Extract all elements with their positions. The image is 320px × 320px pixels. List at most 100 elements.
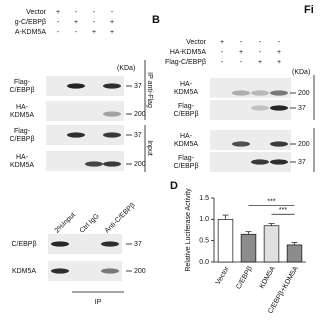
condition-sign: -	[221, 49, 224, 56]
blot-label: KDM5A	[174, 89, 198, 96]
bar	[240, 233, 257, 263]
band	[101, 268, 119, 274]
lane-label: Anti-C/EBPβ	[104, 202, 137, 235]
blot-label: HA-	[180, 81, 193, 88]
blot-label: HA-	[16, 154, 29, 161]
condition-label: Vector	[26, 9, 47, 16]
band	[51, 268, 69, 274]
blot-strip	[210, 100, 291, 120]
bar	[263, 225, 280, 263]
blot-label: C/EBPβ	[173, 163, 198, 170]
condition-sign: +	[277, 49, 281, 56]
band	[270, 105, 288, 111]
condition-label: g-C/EBPβ	[15, 19, 46, 26]
y-tick-label: 0.5	[199, 238, 209, 245]
figure-label: Fi	[304, 4, 314, 16]
blot-label: Flag-	[178, 103, 195, 110]
band	[103, 161, 121, 167]
blot-label: C/EBPβ	[9, 136, 34, 143]
marker-label: 200	[298, 141, 310, 148]
condition-sign: -	[75, 9, 78, 16]
lane-label: 2%Input	[54, 212, 77, 235]
condition-label: Vector	[186, 39, 207, 46]
condition-sign: +	[110, 29, 114, 36]
blot-strip	[210, 152, 291, 172]
significance-label: ***	[267, 199, 275, 206]
bar	[286, 244, 303, 263]
marker-label: 200	[298, 90, 310, 97]
condition-sign: -	[93, 9, 96, 16]
band	[232, 90, 250, 96]
blot-label: KDM5A	[174, 141, 198, 148]
condition-label: Flag-C/EBPβ	[165, 59, 206, 66]
condition-sign: -	[221, 59, 224, 66]
band	[67, 132, 85, 138]
marker-label: 37	[298, 159, 306, 166]
band	[251, 90, 269, 96]
blot-label: KDM5A	[10, 162, 34, 169]
blot-label: KDM5A	[10, 112, 34, 119]
y-tick-label: 0.0	[199, 259, 209, 266]
blot-label: C/EBPβ	[9, 87, 34, 94]
condition-sign: +	[220, 39, 224, 46]
group-label: IP	[95, 299, 102, 306]
panel-label: D	[170, 180, 178, 192]
condition-sign: -	[259, 39, 262, 46]
condition-sign: -	[111, 9, 114, 16]
blot-strip	[48, 261, 122, 281]
blot-label: HA-	[16, 104, 29, 111]
marker-label: 200	[134, 161, 146, 168]
condition-sign: -	[278, 39, 281, 46]
x-tick-label: KDM5A	[259, 265, 277, 290]
band	[251, 105, 269, 111]
marker-label: 37	[134, 241, 142, 248]
group-label: IP anti-Flag	[146, 72, 153, 108]
band	[103, 111, 121, 117]
group-label: Input	[146, 140, 153, 156]
marker-label: 200	[134, 268, 146, 275]
condition-sign: +	[277, 59, 281, 66]
y-axis-title: Relative Luciferase Activity	[185, 188, 192, 272]
condition-sign: +	[239, 49, 243, 56]
blot-label: Flag-	[178, 155, 195, 162]
condition-sign: -	[93, 19, 96, 26]
condition-sign: -	[57, 29, 60, 36]
band	[270, 159, 288, 165]
condition-sign: -	[240, 59, 243, 66]
band	[51, 241, 69, 247]
blot-label: KDM5A	[12, 268, 36, 275]
band	[67, 83, 85, 89]
lane-label: Ctrl IgG	[79, 213, 101, 235]
x-tick-label: Vector	[215, 265, 231, 286]
band	[270, 141, 288, 147]
band	[270, 90, 288, 96]
band	[251, 159, 269, 165]
condition-sign: +	[110, 19, 114, 26]
condition-label: HA-KDM5A	[170, 49, 207, 56]
condition-sign: -	[75, 29, 78, 36]
condition-sign: -	[240, 39, 243, 46]
blot-strip	[46, 151, 124, 171]
condition-sign: +	[74, 19, 78, 26]
condition-label: A-KDM5A	[15, 29, 46, 36]
bar	[217, 218, 234, 263]
condition-sign: +	[258, 59, 262, 66]
condition-sign: +	[56, 9, 60, 16]
unit-label: (KDa)	[292, 69, 310, 76]
marker-label: 37	[134, 83, 142, 90]
blot-strip	[48, 234, 122, 254]
condition-sign: -	[57, 19, 60, 26]
condition-sign: -	[259, 49, 262, 56]
marker-label: 37	[134, 132, 142, 139]
x-tick-label: C/EBPβ	[235, 265, 254, 290]
y-tick-label: 1.0	[199, 216, 209, 223]
panel-label: B	[152, 14, 160, 26]
band	[101, 241, 119, 247]
y-tick-label: 1.5	[199, 195, 209, 202]
blot-label: C/EBPβ	[173, 111, 198, 118]
blot-label: Flag-	[14, 79, 31, 86]
marker-label: 200	[134, 111, 146, 118]
unit-label: (KDa)	[117, 65, 135, 72]
marker-label: 37	[298, 105, 306, 112]
